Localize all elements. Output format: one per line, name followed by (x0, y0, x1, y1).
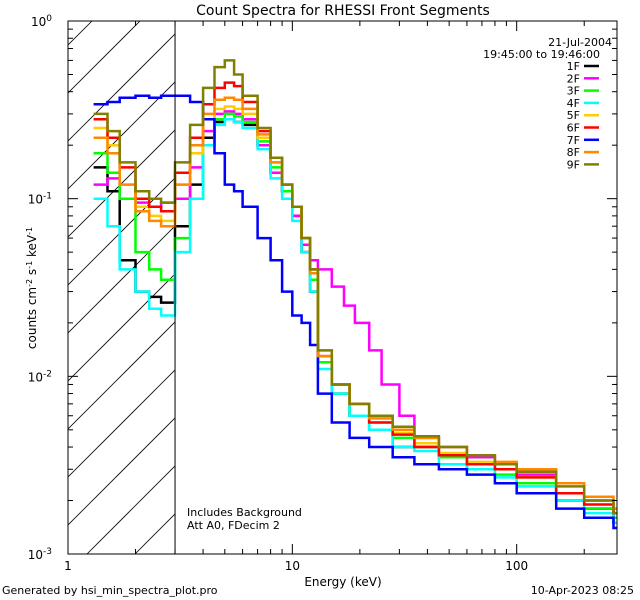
hatch-line (86, 465, 176, 554)
y-axis-label-part: s (25, 269, 39, 279)
hatch-line (68, 81, 176, 190)
series-layer (93, 59, 617, 530)
hatch-line (68, 321, 176, 430)
legend-label: 5F (567, 109, 580, 122)
series-line-2F (93, 110, 617, 510)
y-axis-label-exp: -1 (25, 261, 34, 269)
series-line-4F (93, 117, 617, 524)
legend-label: 9F (567, 158, 580, 171)
annotation-date: 21-Jul-2004 (548, 36, 612, 49)
hatch-line (68, 369, 176, 478)
annotation-background: Includes Background (187, 506, 302, 519)
series-line-9F (93, 59, 617, 515)
y-axis-label: counts cm-2 s-1 keV-1 (25, 227, 40, 349)
series-line-6F (93, 81, 617, 515)
hatch-line (68, 21, 141, 94)
series-line-7F (93, 94, 617, 530)
x-tick-label: 1 (64, 559, 72, 573)
hatch-line (68, 273, 176, 382)
hatch-line (68, 177, 176, 286)
hatch-line (68, 33, 176, 142)
series-line-5F (93, 105, 617, 515)
legend-label: 2F (567, 72, 580, 85)
y-axis-label-exp: -1 (25, 227, 34, 235)
chart-title: Count Spectra for RHESSI Front Segments (196, 3, 490, 19)
hatch-line (134, 513, 176, 554)
y-tick-label: 10-1 (28, 192, 52, 207)
footer-timestamp: 10-Apr-2023 08:25 (530, 584, 634, 597)
annotation-time-range: 19:45:00 to 19:46:00 (483, 48, 600, 61)
footer-generator: Generated by hsi_min_spectra_plot.pro (2, 584, 218, 597)
annotation-attenuator: Att A0, FDecim 2 (187, 519, 280, 532)
y-tick-label: 100 (31, 14, 52, 29)
x-tick-label: 100 (505, 559, 528, 573)
legend-label: 6F (567, 122, 580, 135)
legend-label: 8F (567, 146, 580, 159)
legend-label: 3F (567, 85, 580, 98)
legend-label: 4F (567, 97, 580, 110)
hatch-line (68, 21, 93, 46)
y-tick-label: 10-3 (28, 547, 52, 562)
hatch-line (68, 225, 176, 334)
legend-label: 1F (567, 60, 580, 73)
attenuator-hatched-region (68, 21, 176, 554)
x-axis-label: Energy (keV) (304, 575, 381, 589)
x-tick-label: 10 (285, 559, 300, 573)
legend-label: 7F (567, 134, 580, 147)
y-axis-label-exp: -2 (25, 279, 34, 287)
y-tick-label: 10-2 (28, 369, 52, 384)
hatch-line (68, 417, 176, 526)
y-axis-label-part: keV (25, 234, 39, 261)
plot-frame (67, 20, 618, 555)
axes-layer: 1 10 100 100 10-1 10-2 10-3 (28, 14, 617, 573)
y-axis-label-part: counts cm (25, 287, 39, 349)
